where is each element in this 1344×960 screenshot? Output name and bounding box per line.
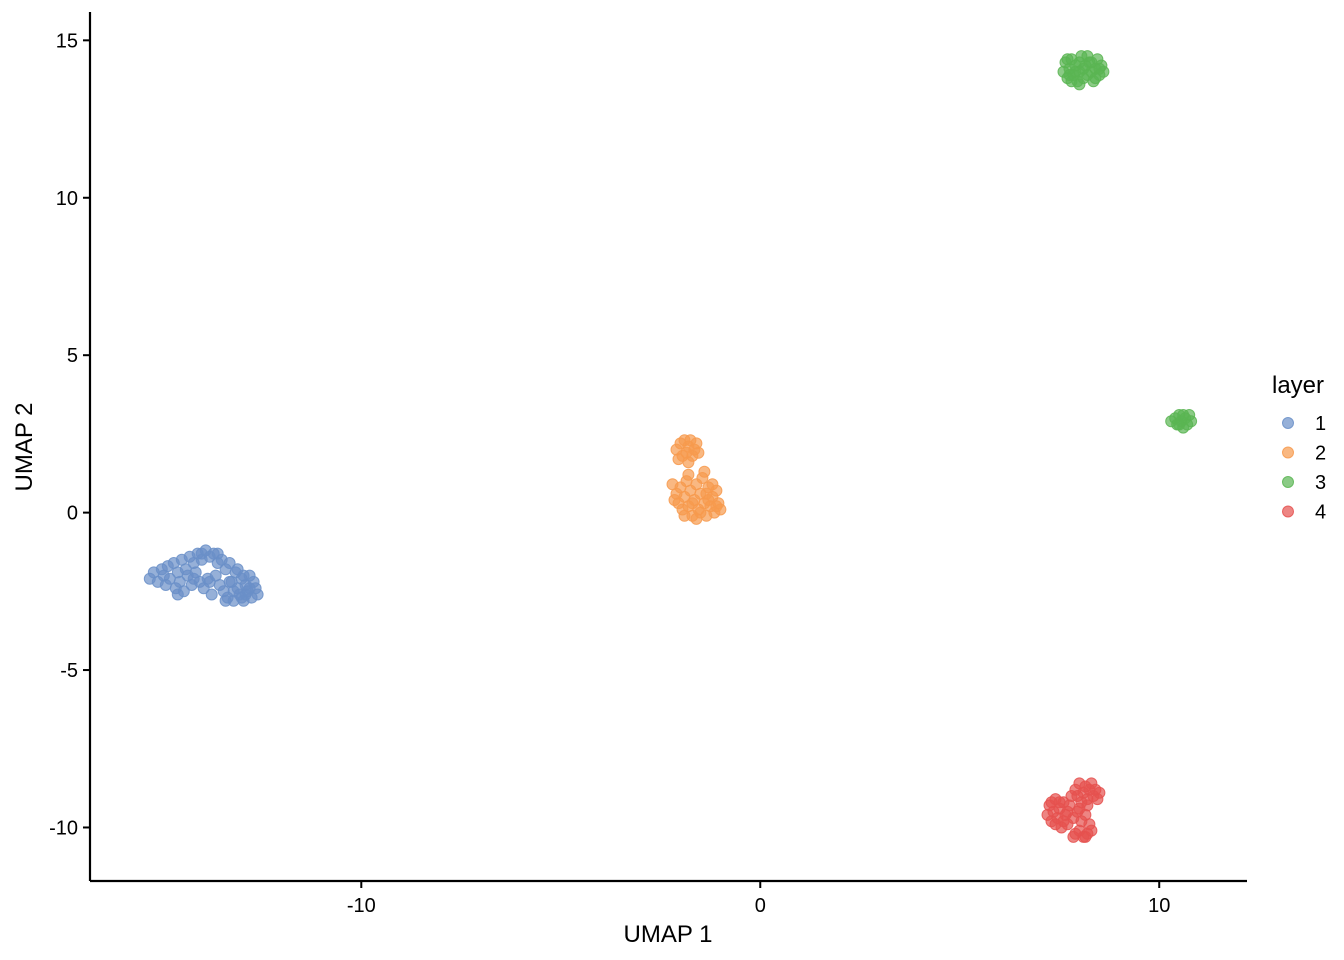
legend-label-2: 2 bbox=[1315, 443, 1326, 465]
point-layer-3 bbox=[1093, 62, 1106, 75]
y-tick-label: -5 bbox=[60, 660, 78, 682]
point-layer-1 bbox=[171, 588, 184, 601]
legend-key-4 bbox=[1282, 505, 1294, 518]
point-layer-2 bbox=[668, 494, 681, 506]
x-tick-label: 10 bbox=[1148, 895, 1170, 917]
y-tick-label: 15 bbox=[56, 30, 78, 52]
axes-layer: -10 0 10 -10 -5 0 5 10 15 bbox=[49, 12, 1247, 917]
point-layer-4 bbox=[1045, 796, 1058, 809]
point-layer-4 bbox=[1057, 815, 1070, 828]
point-layer-2 bbox=[682, 468, 695, 481]
legend-title: layer bbox=[1272, 372, 1324, 399]
point-layer-2 bbox=[710, 500, 723, 513]
point-layer-3 bbox=[1073, 78, 1086, 91]
point-layer-4 bbox=[1071, 790, 1084, 802]
legend: layer 1 2 3 4 bbox=[1272, 372, 1326, 524]
legend-label-3: 3 bbox=[1315, 472, 1326, 494]
point-layer-1 bbox=[223, 557, 236, 569]
legend-label-1: 1 bbox=[1315, 413, 1326, 435]
point-layer-3 bbox=[1177, 409, 1190, 421]
point-layer-1 bbox=[243, 582, 256, 595]
y-tick-label: 5 bbox=[67, 345, 78, 367]
x-tick-label: -10 bbox=[347, 895, 376, 917]
point-layer-2 bbox=[698, 465, 711, 478]
point-layer-1 bbox=[203, 575, 216, 588]
point-layer-1 bbox=[237, 569, 250, 582]
legend-label-4: 4 bbox=[1315, 502, 1326, 524]
y-tick-label: 10 bbox=[56, 188, 78, 210]
x-axis-title: UMAP 1 bbox=[624, 921, 713, 948]
point-layer-4 bbox=[1081, 799, 1094, 812]
point-layer-2 bbox=[700, 487, 713, 500]
point-layer-2 bbox=[692, 446, 705, 459]
point-layer-3 bbox=[1063, 69, 1076, 81]
point-layer-1 bbox=[211, 547, 224, 560]
points-layer bbox=[143, 50, 1198, 843]
point-layer-2 bbox=[678, 509, 691, 522]
y-axis-title: UMAP 2 bbox=[11, 403, 38, 492]
x-tick-label: 0 bbox=[755, 895, 766, 917]
point-layer-1 bbox=[195, 547, 208, 560]
point-layer-1 bbox=[251, 588, 264, 601]
point-layer-3 bbox=[1061, 53, 1074, 66]
point-layer-1 bbox=[187, 572, 200, 585]
point-layer-4 bbox=[1093, 786, 1106, 799]
y-tick-label: 0 bbox=[67, 503, 78, 525]
point-layer-1 bbox=[219, 594, 232, 607]
point-layer-3 bbox=[1185, 415, 1198, 428]
point-layer-1 bbox=[223, 575, 236, 588]
legend-key-2 bbox=[1282, 446, 1294, 459]
point-layer-2 bbox=[682, 456, 695, 469]
point-layer-2 bbox=[690, 512, 703, 525]
legend-key-1 bbox=[1282, 417, 1294, 429]
point-layer-2 bbox=[686, 497, 699, 510]
point-layer-2 bbox=[706, 478, 719, 491]
y-tick-label: -10 bbox=[49, 817, 78, 839]
point-layer-3 bbox=[1085, 56, 1098, 69]
point-layer-1 bbox=[205, 588, 218, 601]
point-layer-3 bbox=[1077, 62, 1090, 75]
point-layer-4 bbox=[1079, 830, 1092, 843]
point-layer-4 bbox=[1067, 830, 1080, 843]
point-layer-2 bbox=[672, 453, 685, 466]
point-layer-2 bbox=[666, 478, 679, 491]
legend-key-3 bbox=[1282, 476, 1294, 488]
